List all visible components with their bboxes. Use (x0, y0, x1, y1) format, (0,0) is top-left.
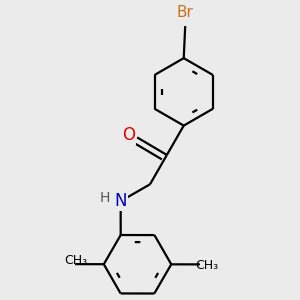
Text: Br: Br (177, 4, 194, 20)
Text: O: O (122, 126, 136, 144)
Text: CH₃: CH₃ (195, 260, 218, 272)
Text: N: N (114, 192, 127, 210)
Text: H: H (99, 191, 110, 205)
Text: CH₃: CH₃ (64, 254, 87, 267)
